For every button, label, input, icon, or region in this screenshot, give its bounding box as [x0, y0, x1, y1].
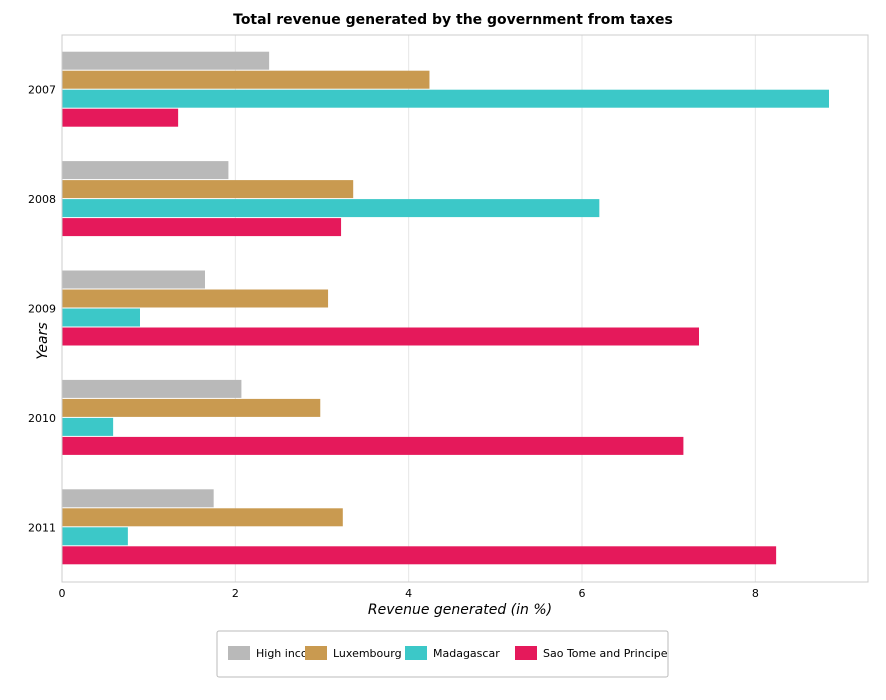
bar-high-income-2011: [62, 489, 214, 508]
y-axis-ticks: 2007 2008 2009 2010 2011: [28, 84, 56, 535]
legend-swatch: [405, 646, 427, 660]
y-tick-label: 2008: [28, 193, 56, 206]
legend: High income Luxembourg Madagascar Sao Tome …: [216, 630, 669, 678]
legend-swatch: [515, 646, 537, 660]
x-tick-label: 0: [59, 587, 66, 600]
legend-label: Madagascar: [433, 647, 500, 660]
y-tick-label: 2010: [28, 412, 56, 425]
bar-madagascar-2011: [62, 527, 128, 546]
x-axis-ticks: 0 2 4 6 8: [59, 587, 759, 600]
x-axis-label: Revenue generated (in %): [368, 602, 552, 618]
bar-high-income-2009: [62, 270, 205, 289]
bar-sao-tome-and-principe-2009: [62, 327, 699, 346]
bar-sao-tome-and-principe-2008: [62, 218, 342, 237]
y-tick-label: 2009: [28, 303, 56, 316]
bar-sao-tome-and-principe-2007: [62, 108, 179, 127]
x-tick-label: 8: [752, 587, 759, 600]
bars: [62, 51, 829, 565]
bar-luxembourg-2008: [62, 180, 354, 199]
bar-sao-tome-and-principe-2011: [62, 546, 777, 565]
legend-label: Sao Tome and Principe: [543, 647, 668, 660]
y-axis-label: Years: [35, 322, 51, 359]
bar-high-income-2008: [62, 161, 229, 180]
bar-madagascar-2009: [62, 308, 140, 327]
bar-luxembourg-2011: [62, 508, 343, 527]
bar-high-income-2007: [62, 51, 270, 70]
y-tick-label: 2011: [28, 521, 56, 534]
legend-box: [216, 630, 669, 678]
x-tick-label: 4: [405, 587, 412, 600]
bar-madagascar-2008: [62, 199, 600, 218]
bar-luxembourg-2010: [62, 398, 321, 417]
bar-sao-tome-and-principe-2010: [62, 436, 684, 455]
legend-swatch: [305, 646, 327, 660]
bar-madagascar-2007: [62, 89, 829, 108]
x-tick-label: 6: [579, 587, 586, 600]
legend-swatch: [228, 646, 250, 660]
y-tick-label: 2007: [28, 84, 56, 97]
plot-area: [61, 34, 869, 583]
chart-title: Total revenue generated by the governmen…: [233, 12, 673, 28]
plot-frame: [61, 34, 869, 583]
x-tick-label: 2: [232, 587, 239, 600]
bar-high-income-2010: [62, 379, 242, 398]
bar-madagascar-2010: [62, 417, 114, 436]
bar-luxembourg-2009: [62, 289, 329, 308]
legend-label: Luxembourg: [333, 647, 402, 660]
bar-luxembourg-2007: [62, 70, 430, 89]
